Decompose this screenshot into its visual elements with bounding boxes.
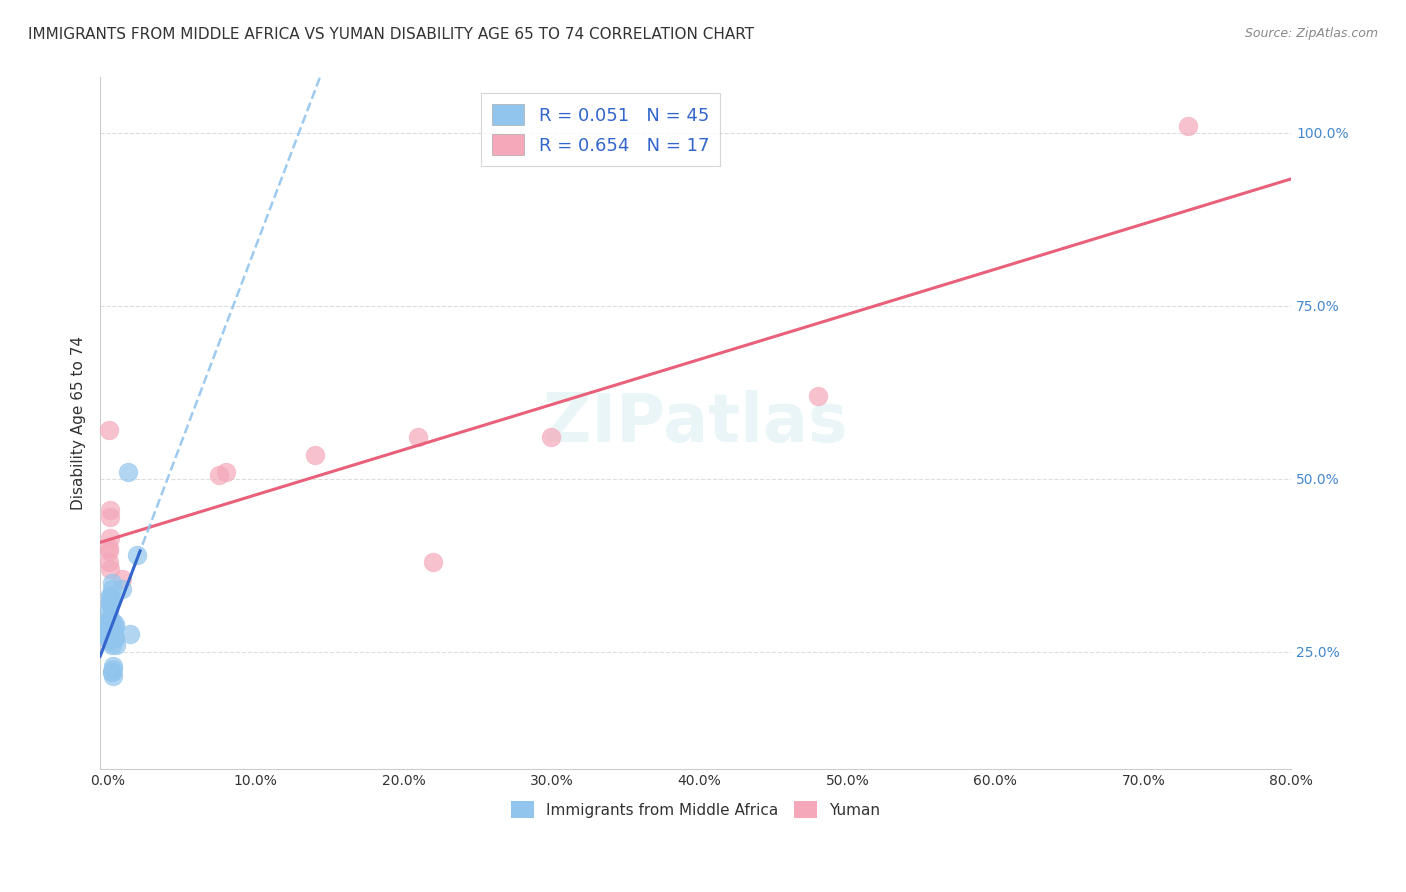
Point bbox=[98, 627, 121, 641]
Point bbox=[96, 624, 118, 638]
Point bbox=[104, 631, 127, 645]
Point bbox=[101, 665, 124, 680]
Point bbox=[96, 627, 118, 641]
Point bbox=[98, 617, 121, 632]
Point bbox=[100, 627, 122, 641]
Point bbox=[100, 503, 122, 517]
Point bbox=[98, 614, 121, 628]
Point bbox=[540, 430, 562, 444]
Point bbox=[98, 631, 121, 645]
Text: Source: ZipAtlas.com: Source: ZipAtlas.com bbox=[1244, 27, 1378, 40]
Point bbox=[207, 468, 229, 483]
Point bbox=[104, 631, 127, 645]
Point bbox=[100, 596, 122, 610]
Point bbox=[98, 423, 121, 437]
Point bbox=[96, 631, 118, 645]
Legend: Immigrants from Middle Africa, Yuman: Immigrants from Middle Africa, Yuman bbox=[505, 795, 886, 824]
Point bbox=[104, 620, 127, 634]
Point bbox=[100, 614, 122, 628]
Point bbox=[98, 634, 121, 648]
Text: IMMIGRANTS FROM MIDDLE AFRICA VS YUMAN DISABILITY AGE 65 TO 74 CORRELATION CHART: IMMIGRANTS FROM MIDDLE AFRICA VS YUMAN D… bbox=[28, 27, 754, 42]
Point bbox=[101, 614, 124, 628]
Point bbox=[111, 582, 134, 597]
Point bbox=[406, 430, 429, 444]
Point bbox=[422, 555, 444, 569]
Point bbox=[100, 590, 122, 604]
Point bbox=[215, 465, 238, 479]
Point bbox=[98, 603, 121, 617]
Text: ZIPatlas: ZIPatlas bbox=[543, 391, 848, 457]
Point bbox=[101, 665, 124, 680]
Point bbox=[98, 624, 121, 638]
Point bbox=[117, 465, 139, 479]
Point bbox=[104, 617, 127, 632]
Point bbox=[103, 662, 125, 676]
Point bbox=[111, 572, 134, 586]
Point bbox=[100, 590, 122, 604]
Point bbox=[98, 544, 121, 558]
Point bbox=[96, 620, 118, 634]
Point bbox=[100, 631, 122, 645]
Point bbox=[100, 562, 122, 576]
Point bbox=[101, 624, 124, 638]
Point bbox=[100, 627, 122, 641]
Point bbox=[98, 555, 121, 569]
Point bbox=[103, 669, 125, 683]
Point bbox=[100, 509, 122, 524]
Point bbox=[101, 638, 124, 652]
Point bbox=[98, 541, 121, 555]
Point bbox=[101, 582, 124, 597]
Point bbox=[100, 614, 122, 628]
Point bbox=[103, 658, 125, 673]
Point bbox=[100, 596, 122, 610]
Point bbox=[101, 624, 124, 638]
Point bbox=[100, 531, 122, 545]
Y-axis label: Disability Age 65 to 74: Disability Age 65 to 74 bbox=[72, 336, 86, 510]
Point bbox=[127, 548, 149, 562]
Point bbox=[118, 627, 141, 641]
Point bbox=[105, 638, 128, 652]
Point bbox=[98, 620, 121, 634]
Point bbox=[98, 617, 121, 632]
Point bbox=[100, 596, 122, 610]
Point bbox=[304, 448, 326, 462]
Point bbox=[98, 610, 121, 624]
Point bbox=[101, 575, 124, 590]
Point bbox=[807, 389, 830, 403]
Point bbox=[101, 620, 124, 634]
Point bbox=[1177, 119, 1199, 133]
